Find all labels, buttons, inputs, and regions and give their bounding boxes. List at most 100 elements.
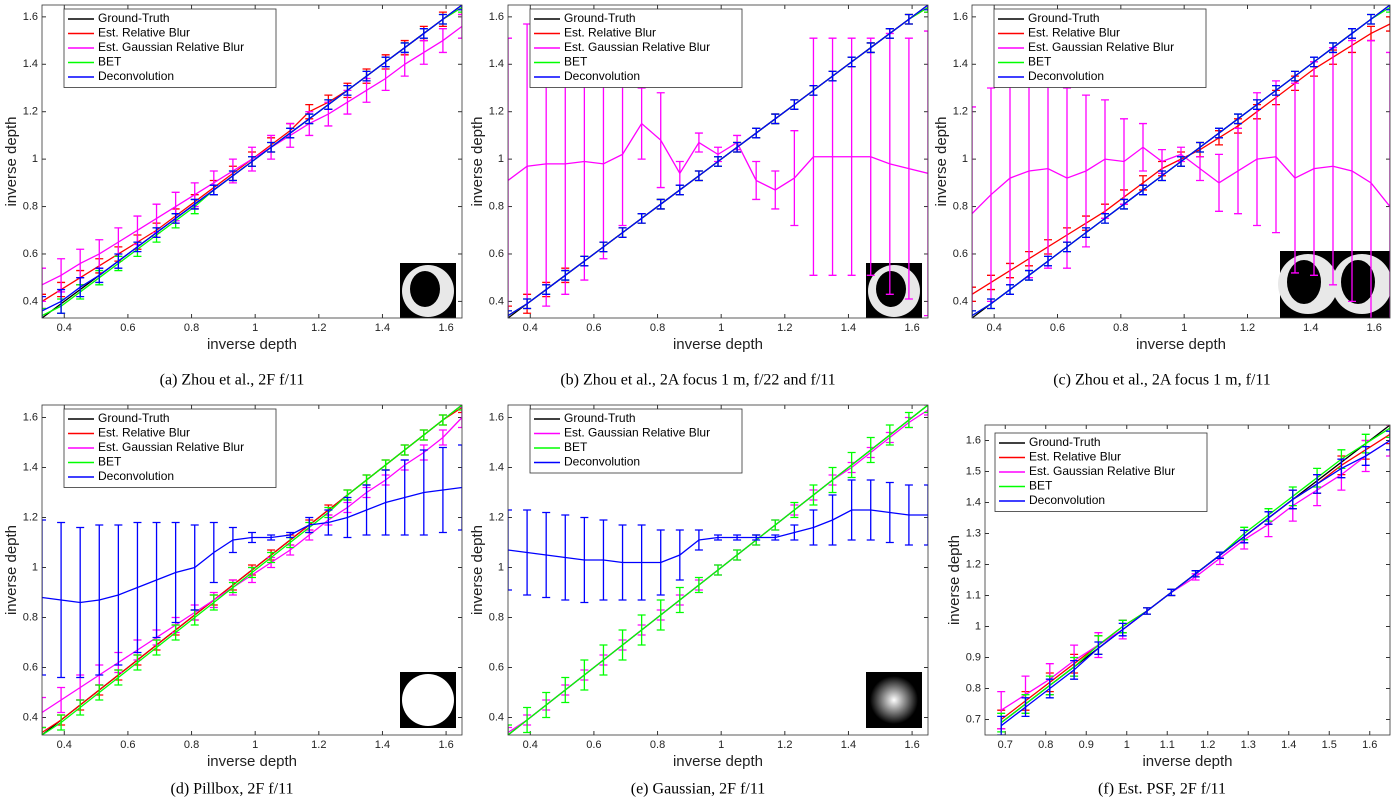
y-tick-label: 0.4	[953, 295, 968, 307]
x-tick-label: 1.4	[841, 739, 856, 751]
y-tick-label: 0.4	[489, 295, 504, 307]
x-tick-label: 0.4	[523, 739, 538, 751]
x-tick-label: 1.6	[904, 322, 919, 334]
x-tick-label: 1.1	[1160, 739, 1175, 751]
x-tick-label: 0.6	[1050, 322, 1065, 334]
y-tick-label: 1.4	[489, 58, 504, 70]
legend-label: BET	[564, 55, 588, 69]
y-axis-label: inverse depth	[933, 116, 950, 206]
x-tick-label: 0.4	[57, 322, 72, 334]
x-tick-label: 1	[1124, 739, 1130, 751]
y-tick-label: 1.2	[489, 511, 504, 523]
x-axis-label: inverse depth	[1142, 753, 1232, 770]
x-tick-label: 1.6	[1362, 739, 1377, 751]
y-tick-label: 1	[32, 561, 38, 573]
y-tick-label: 0.8	[489, 200, 504, 212]
legend-label: Ground-Truth	[1028, 11, 1100, 25]
x-tick-label: 1.2	[1240, 322, 1255, 334]
legend-label: Est. Gaussian Relative Blur	[1028, 40, 1174, 54]
x-tick-label: 1.2	[777, 739, 792, 751]
y-tick-label: 1.4	[953, 58, 968, 70]
x-tick-label: 1.4	[841, 322, 856, 334]
legend-label: Est. Relative Blur	[1029, 450, 1121, 464]
y-tick-label: 1.2	[966, 558, 981, 570]
caption: (e) Gaussian, 2F f/11	[631, 781, 766, 798]
x-tick-label: 1	[252, 739, 258, 751]
y-tick-label: 1.5	[966, 465, 981, 477]
legend-label: Deconvolution	[1028, 69, 1104, 83]
x-tick-label: 1	[718, 739, 724, 751]
chart-panel: 0.40.60.811.21.41.60.40.60.811.21.41.6Gr…	[3, 0, 466, 388]
y-tick-label: 0.6	[23, 661, 38, 673]
legend-label: Est. Gaussian Relative Blur	[564, 40, 710, 54]
x-tick-label: 0.4	[987, 322, 1002, 334]
y-tick-label: 1.6	[489, 11, 504, 23]
y-tick-label: 0.6	[23, 248, 38, 260]
legend-label: Est. Relative Blur	[98, 426, 190, 440]
caption: (c) Zhou et al., 2A focus 1 m, f/11	[1053, 372, 1271, 389]
y-tick-label: 1.4	[23, 461, 38, 473]
chart-panel: 0.40.60.811.21.41.60.40.60.811.21.41.6Gr…	[469, 0, 932, 388]
legend-label: BET	[98, 55, 122, 69]
legend-label: Est. Relative Blur	[98, 26, 190, 40]
y-tick-label: 1.4	[23, 58, 38, 70]
x-tick-label: 1.4	[375, 739, 390, 751]
y-tick-label: 1.4	[489, 461, 504, 473]
y-tick-label: 0.8	[489, 611, 504, 623]
y-axis-label: inverse depth	[3, 525, 20, 615]
x-tick-label: 1	[1181, 322, 1187, 334]
y-tick-label: 0.7	[966, 713, 981, 725]
y-tick-label: 1.6	[23, 411, 38, 423]
y-tick-label: 0.4	[489, 711, 504, 723]
y-tick-label: 0.8	[966, 682, 981, 694]
caption: (a) Zhou et al., 2F f/11	[160, 372, 305, 389]
y-tick-label: 1	[962, 153, 968, 165]
y-tick-label: 0.4	[23, 711, 38, 723]
x-axis-label: inverse depth	[207, 753, 297, 770]
x-tick-label: 1.4	[1281, 739, 1296, 751]
psf-shape	[402, 674, 454, 726]
x-axis-label: inverse depth	[673, 753, 763, 770]
y-tick-label: 1.2	[23, 511, 38, 523]
x-tick-label: 0.6	[586, 739, 601, 751]
x-tick-label: 0.4	[57, 739, 72, 751]
psf-shape	[1287, 260, 1321, 304]
y-axis-label: inverse depth	[469, 525, 486, 615]
y-tick-label: 1.2	[23, 106, 38, 118]
psf-shape	[410, 271, 440, 307]
y-tick-label: 1.6	[966, 434, 981, 446]
psf-shape	[1341, 260, 1375, 304]
y-axis-label: inverse depth	[946, 535, 963, 625]
y-tick-label: 1.2	[953, 106, 968, 118]
x-tick-label: 1.2	[777, 322, 792, 334]
x-tick-label: 0.8	[650, 739, 665, 751]
y-axis-label: inverse depth	[3, 116, 20, 206]
x-tick-label: 1.3	[1241, 739, 1256, 751]
y-tick-label: 0.4	[23, 295, 38, 307]
y-tick-label: 0.6	[953, 248, 968, 260]
y-tick-label: 0.8	[953, 200, 968, 212]
y-tick-label: 0.9	[966, 651, 981, 663]
legend-label: Est. Gaussian Relative Blur	[1029, 464, 1175, 478]
x-tick-label: 1.4	[1303, 322, 1318, 334]
x-tick-label: 0.6	[120, 322, 135, 334]
x-tick-label: 0.8	[1113, 322, 1128, 334]
y-tick-label: 1.6	[953, 11, 968, 23]
x-axis-label: inverse depth	[673, 336, 763, 353]
caption: (f) Est. PSF, 2F f/11	[1098, 781, 1226, 798]
legend-label: Deconvolution	[98, 469, 174, 483]
x-tick-label: 1.2	[311, 322, 326, 334]
y-tick-label: 0.6	[489, 661, 504, 673]
x-tick-label: 1.5	[1322, 739, 1337, 751]
x-tick-label: 1	[718, 322, 724, 334]
chart-panel: 0.40.60.811.21.41.60.40.60.811.21.41.6Gr…	[3, 400, 466, 798]
legend-label: Est. Gaussian Relative Blur	[98, 440, 244, 454]
psf-shape	[870, 676, 918, 724]
x-tick-label: 0.6	[586, 322, 601, 334]
y-tick-label: 1	[498, 153, 504, 165]
legend-label: BET	[98, 455, 122, 469]
x-tick-label: 1.6	[438, 739, 453, 751]
y-tick-label: 0.8	[23, 611, 38, 623]
